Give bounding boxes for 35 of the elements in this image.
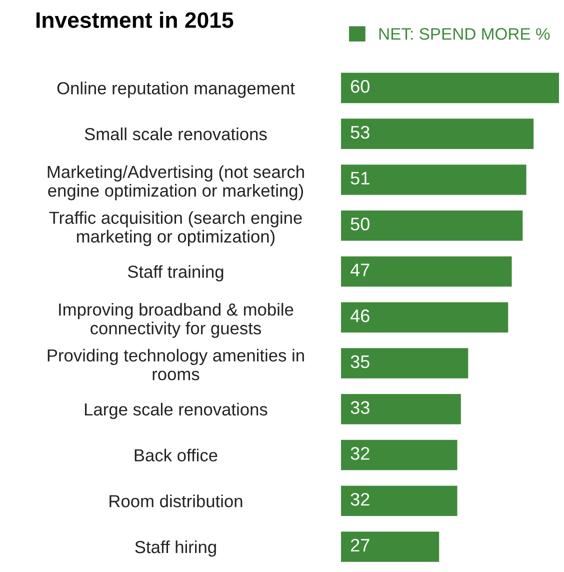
- data-label: 50: [350, 218, 370, 230]
- bar: [341, 302, 508, 332]
- y-tick-label: Room distribution: [110, 494, 242, 508]
- bar: [341, 118, 534, 149]
- data-label: 47: [350, 264, 370, 276]
- y-tick-label: Staff training: [128, 265, 224, 282]
- data-label: 51: [350, 172, 370, 185]
- data-label: 60: [351, 80, 370, 93]
- bar: [341, 72, 559, 104]
- y-tick-label: Online reputation management: [57, 82, 295, 98]
- legend-label: NET: SPEND MORE %: [379, 28, 550, 40]
- bar: [341, 532, 440, 562]
- bar: [341, 210, 523, 241]
- data-label: 46: [350, 309, 370, 322]
- text: Investment in 2015: [36, 12, 234, 28]
- bar: [341, 164, 526, 195]
- data-label: 35: [350, 355, 370, 368]
- y-tick-label: Large scale renovations: [84, 402, 268, 420]
- y-tick-label: Marketing/Advertising (not search engine optimization or marketing): [48, 165, 304, 200]
- bar: [341, 440, 458, 470]
- y-tick-label: Providing technology amenities in rooms: [48, 348, 304, 380]
- y-tick-label: Traffic acquisition (search engine marketing or optimization): [49, 211, 302, 246]
- bar: [341, 348, 468, 378]
- bar: [341, 486, 458, 516]
- data-label: 32: [350, 492, 370, 506]
- y-tick-label: Small scale renovations: [84, 128, 267, 140]
- data-label: 27: [350, 538, 370, 552]
- bar: [341, 394, 461, 424]
- y-tick-label: Back office: [134, 448, 218, 462]
- y-tick-label: Staff hiring: [135, 540, 216, 557]
- data-label: 32: [350, 447, 370, 460]
- data-label: 33: [350, 401, 370, 414]
- y-tick-label: Improving broadband & mobile connectivity for guests: [59, 302, 294, 338]
- bar: [341, 256, 512, 287]
- data-label: 53: [350, 126, 370, 139]
